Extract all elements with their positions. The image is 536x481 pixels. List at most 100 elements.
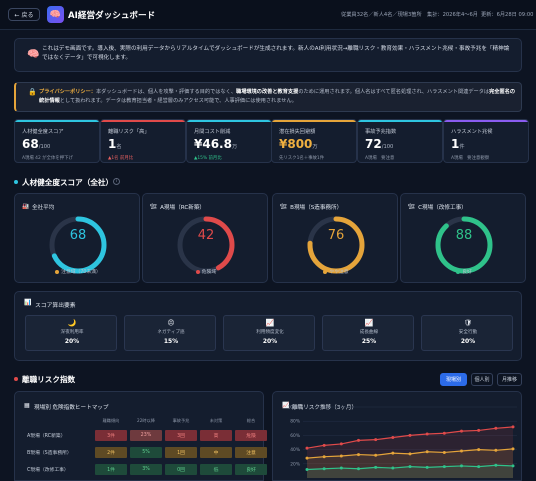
data-point[interactable] xyxy=(477,448,481,452)
data-point[interactable] xyxy=(460,464,463,468)
site-status-text: 注意域（70未満） xyxy=(61,270,101,275)
data-point[interactable] xyxy=(305,456,309,460)
factor-weight: 20% xyxy=(460,338,476,345)
site-label: 🏗 A現場（RC新築） xyxy=(150,203,205,211)
kpi-accent-bar xyxy=(272,120,356,122)
data-point[interactable] xyxy=(494,448,498,452)
heatmap-cell[interactable]: 3% xyxy=(130,464,162,475)
heatmap-cell[interactable]: 3件 xyxy=(95,430,127,441)
data-point[interactable] xyxy=(460,449,463,453)
data-point[interactable] xyxy=(511,425,515,429)
kpi-label: 事故予兆指数 xyxy=(365,129,397,135)
data-point[interactable] xyxy=(322,443,326,447)
site-score-card[interactable]: 🏗 B現場（S造事務所） 76 やや注意 xyxy=(272,193,398,283)
data-point[interactable] xyxy=(442,465,446,469)
data-point[interactable] xyxy=(511,464,515,468)
tab-by-person[interactable]: 個人別 xyxy=(471,373,493,386)
heatmap-cell[interactable]: 23% xyxy=(130,430,162,441)
heatmap-cell[interactable]: 良好 xyxy=(235,464,267,475)
data-point[interactable] xyxy=(425,450,429,454)
heatmap-cell[interactable]: 危険 xyxy=(235,430,267,441)
tab-by-site[interactable]: 現場別 xyxy=(440,373,467,386)
data-point[interactable] xyxy=(425,432,429,436)
y-tick-label: 20% xyxy=(290,461,300,467)
heatmap-cell[interactable]: 0回 xyxy=(165,464,197,475)
data-point[interactable] xyxy=(477,465,481,469)
factors-title: スコア算出要素 xyxy=(35,303,76,309)
site-score-card[interactable]: 🏭 全社平均 68 注意域（70未満） xyxy=(14,193,140,283)
data-point[interactable] xyxy=(339,442,343,446)
data-point[interactable] xyxy=(339,454,343,458)
data-point[interactable] xyxy=(494,463,498,467)
angry-face-icon: 😠 xyxy=(167,319,175,327)
kpi-card[interactable]: 離職リスク「高」 1名 ▲1名 前月比 xyxy=(100,119,186,163)
kpi-card[interactable]: 潜在損失回避額 ¥800万 先リスク1名＋事故1件 xyxy=(271,119,357,163)
trend-panel: 📈 離職リスク推移（3ヶ月） 100% 80% 60% 40% 20% xyxy=(272,391,522,481)
data-point[interactable] xyxy=(408,465,412,469)
data-point[interactable] xyxy=(477,428,481,432)
kpi-unit: 件 xyxy=(459,144,465,150)
data-point[interactable] xyxy=(322,467,326,471)
site-score-card[interactable]: 🏗 A現場（RC新築） 42 危険域 xyxy=(142,193,268,283)
heatmap-cell[interactable]: 3回 xyxy=(165,430,197,441)
data-point[interactable] xyxy=(442,431,446,435)
heatmap-cell[interactable]: 5% xyxy=(130,447,162,458)
heatmap-cell[interactable]: 1回 xyxy=(165,447,197,458)
kpi-unit: 万 xyxy=(312,144,318,150)
factor-weight: 25% xyxy=(361,338,377,345)
data-point[interactable] xyxy=(494,426,498,430)
data-point[interactable] xyxy=(391,466,395,470)
site-score-card[interactable]: 🏗 C現場（改修工事） 88 良好 xyxy=(400,193,526,283)
data-point[interactable] xyxy=(357,467,360,471)
data-point[interactable] xyxy=(511,447,515,451)
updated-label: 更新：6月28日 09:00 xyxy=(481,12,534,18)
data-point[interactable] xyxy=(339,466,343,470)
kpi-sub: A現場 42 が全体を押下げ xyxy=(22,156,73,161)
privacy-notice: 🔒 プライバシーポリシー：本ダッシュボードは、個人を攻撃・評価する目的ではなく、… xyxy=(14,82,522,112)
site-status: 注意域（70未満） xyxy=(15,268,141,275)
tab-monthly[interactable]: 月推移 xyxy=(497,373,522,386)
data-point[interactable] xyxy=(305,467,309,471)
data-point[interactable] xyxy=(391,436,395,440)
heatmap-cell[interactable]: 中 xyxy=(200,447,232,458)
data-point[interactable] xyxy=(408,433,412,437)
data-point[interactable] xyxy=(391,451,395,455)
factor-box: 🌙 深夜利用率 20% xyxy=(25,315,117,351)
kpi-value: 1名 xyxy=(108,137,122,151)
kpi-card[interactable]: 人材健全度スコア 68/100 A現場 42 が全体を押下げ xyxy=(14,119,100,163)
score-ring-fill xyxy=(49,216,107,274)
data-point[interactable] xyxy=(357,438,360,442)
period-label: 集計：2026年4〜6月 xyxy=(427,12,478,18)
y-tick-label: 60% xyxy=(290,433,300,439)
data-point[interactable] xyxy=(460,429,463,433)
privacy-text: プライバシーポリシー：本ダッシュボードは、個人を攻撃・評価する目的ではなく、職場… xyxy=(39,88,519,105)
data-point[interactable] xyxy=(374,465,378,469)
growth-icon: 📈 xyxy=(364,319,374,327)
factor-label: 成長曲線 xyxy=(359,330,379,335)
data-point[interactable] xyxy=(305,446,309,450)
data-point[interactable] xyxy=(357,453,360,457)
back-button[interactable]: ← 戻る xyxy=(8,8,40,21)
data-point[interactable] xyxy=(408,452,412,456)
kpi-card[interactable]: 月間コスト削減 ¥46.8万 ▲15% 前月比 xyxy=(186,119,272,163)
data-point[interactable] xyxy=(374,438,378,442)
site-score: 42 xyxy=(197,228,215,243)
site-status: 危険域 xyxy=(143,268,269,275)
data-point[interactable] xyxy=(442,450,446,454)
kpi-card[interactable]: 事故予兆指数 72/100 A現場 要注意 xyxy=(357,119,443,163)
data-point[interactable] xyxy=(322,455,326,459)
privacy-label: プライバシーポリシー： xyxy=(39,89,96,95)
heatmap-cell[interactable]: 2件 xyxy=(95,447,127,458)
data-point[interactable] xyxy=(425,465,429,469)
privacy-bold-1: 職場環境の改善と教育支援 xyxy=(236,89,299,95)
trend-chart: 100% 80% 60% 40% 20% xyxy=(287,405,517,478)
heatmap-cell[interactable]: 高 xyxy=(200,430,232,441)
kpi-label: 人材健全度スコア xyxy=(22,129,64,135)
info-icon[interactable]: i xyxy=(113,178,120,185)
heatmap-cell[interactable]: 注意 xyxy=(235,447,267,458)
heatmap-cell[interactable]: 低 xyxy=(200,464,232,475)
data-point[interactable] xyxy=(374,453,378,457)
kpi-card[interactable]: ハラスメント兆候 1件 A現場 要注意観察 xyxy=(443,119,529,163)
brain-icon: 🧠 xyxy=(47,6,64,23)
heatmap-cell[interactable]: 1件 xyxy=(95,464,127,475)
